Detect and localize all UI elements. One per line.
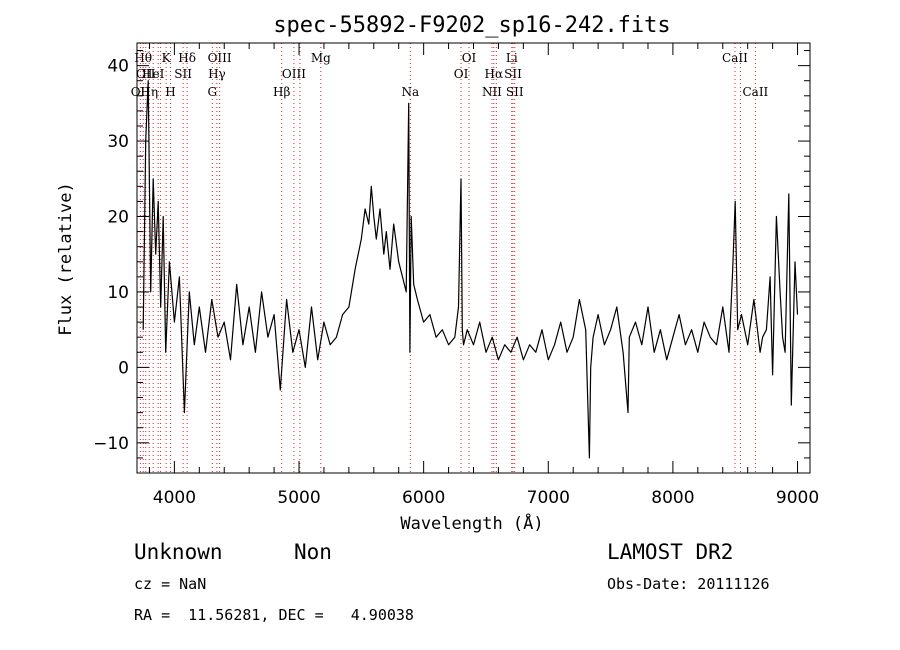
y-tick-label: −10 [93, 434, 129, 454]
spectrum-line [142, 80, 799, 459]
marker-label: G [207, 85, 217, 99]
x-tick-label: 8000 [651, 488, 694, 508]
x-tick-label: 4000 [153, 488, 196, 508]
y-tick-label: 30 [107, 132, 129, 152]
marker-label: H [165, 85, 175, 99]
sky-coordinates: RA = 11.56281, DEC = 4.90038 [134, 606, 414, 624]
x-axis-label: Wavelength (Å) [400, 512, 543, 534]
marker-label: Hβ [273, 85, 290, 99]
marker-label: Li [506, 51, 518, 65]
marker-label: Mg [311, 51, 331, 65]
survey-name: LAMOST DR2 [607, 540, 734, 564]
object-subclass: Non [294, 540, 332, 564]
marker-label: K [162, 51, 172, 65]
plot-frame [136, 42, 811, 474]
y-tick-label: 20 [107, 208, 129, 228]
marker-label: CaII [742, 85, 768, 99]
x-tick-label: 9000 [776, 488, 819, 508]
emission-line-markers [139, 43, 756, 473]
marker-label: Hθ [134, 51, 152, 65]
y-tick-label: 0 [118, 358, 129, 378]
y-axis-label: Flux (relative) [56, 182, 76, 336]
marker-label: SII [506, 85, 524, 99]
marker-label: SII [504, 67, 522, 81]
marker-label: NII [482, 85, 502, 99]
x-tick-label: 6000 [402, 488, 445, 508]
line-labels: OIIHθOIIHηHeIKHSIIHδGHγOIIIHβOIIIMgNaOIO… [131, 51, 769, 99]
x-tick-label: 7000 [527, 488, 570, 508]
object-class: Unknown [134, 540, 223, 564]
marker-label: OI [454, 67, 469, 81]
redshift-cz: cz = NaN [134, 575, 207, 593]
marker-label: OII [136, 67, 156, 81]
marker-label: CaII [722, 51, 748, 65]
chart-title: spec-55892-F9202_sp16-242.fits [273, 13, 670, 38]
spectrum-series [142, 80, 799, 459]
marker-label: HeI [142, 67, 165, 81]
marker-label: Hδ [178, 51, 196, 65]
marker-label: SII [174, 67, 192, 81]
x-tick-label: 5000 [277, 488, 320, 508]
marker-label: OIII [208, 51, 232, 65]
marker-label: OIII [282, 67, 306, 81]
marker-label: Hη [140, 85, 158, 99]
marker-label: Na [401, 85, 419, 99]
axes: 4000 5000 6000 7000 8000 9000 −10 0 10 20 30 40 [93, 43, 819, 508]
y-tick-label: 40 [107, 57, 129, 77]
marker-label: Hα [485, 67, 504, 81]
observation-date: Obs-Date: 20111126 [607, 575, 770, 593]
marker-label: Hγ [208, 67, 226, 81]
marker-label: OII [131, 85, 151, 99]
marker-label: OI [462, 51, 477, 65]
y-tick-label: 10 [107, 283, 129, 303]
